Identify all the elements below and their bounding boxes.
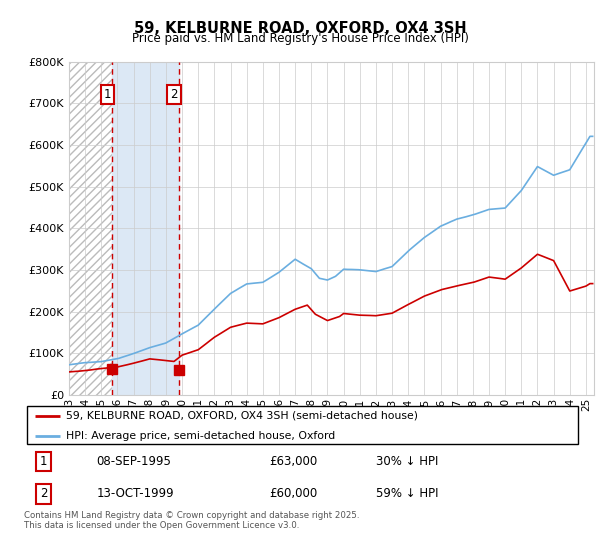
- Text: 59, KELBURNE ROAD, OXFORD, OX4 3SH (semi-detached house): 59, KELBURNE ROAD, OXFORD, OX4 3SH (semi…: [66, 411, 418, 421]
- Text: £63,000: £63,000: [269, 455, 318, 468]
- Text: 2: 2: [170, 88, 178, 101]
- Text: 2: 2: [40, 487, 47, 501]
- Text: 30% ↓ HPI: 30% ↓ HPI: [376, 455, 438, 468]
- Text: 59% ↓ HPI: 59% ↓ HPI: [376, 487, 438, 501]
- Text: £60,000: £60,000: [269, 487, 318, 501]
- Text: Price paid vs. HM Land Registry's House Price Index (HPI): Price paid vs. HM Land Registry's House …: [131, 32, 469, 45]
- FancyBboxPatch shape: [27, 407, 578, 444]
- Text: 59, KELBURNE ROAD, OXFORD, OX4 3SH: 59, KELBURNE ROAD, OXFORD, OX4 3SH: [134, 21, 466, 36]
- Text: 08-SEP-1995: 08-SEP-1995: [97, 455, 172, 468]
- Bar: [112, 62, 179, 395]
- Text: 1: 1: [104, 88, 112, 101]
- Text: 13-OCT-1999: 13-OCT-1999: [97, 487, 174, 501]
- Text: Contains HM Land Registry data © Crown copyright and database right 2025.
This d: Contains HM Land Registry data © Crown c…: [24, 511, 359, 530]
- Text: HPI: Average price, semi-detached house, Oxford: HPI: Average price, semi-detached house,…: [66, 431, 335, 441]
- Text: 1: 1: [40, 455, 47, 468]
